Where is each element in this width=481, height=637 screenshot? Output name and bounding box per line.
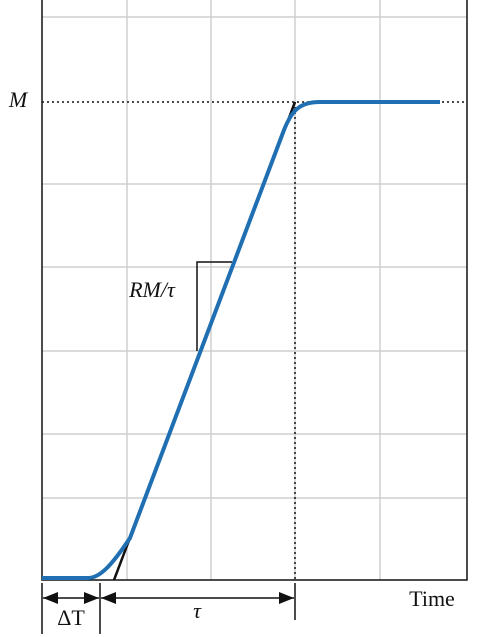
response-curve — [42, 100, 440, 580]
dimension-lines — [41, 583, 296, 634]
grid — [42, 0, 467, 580]
plot-frame — [41, 0, 468, 581]
delay-label: ΔT — [57, 605, 85, 630]
slope-triangle — [196, 261, 232, 351]
level-label: M — [8, 87, 29, 112]
x-axis-label: Time — [409, 586, 455, 611]
slope-label: RM/τ — [128, 277, 176, 302]
time-constant-label: τ — [193, 598, 202, 623]
